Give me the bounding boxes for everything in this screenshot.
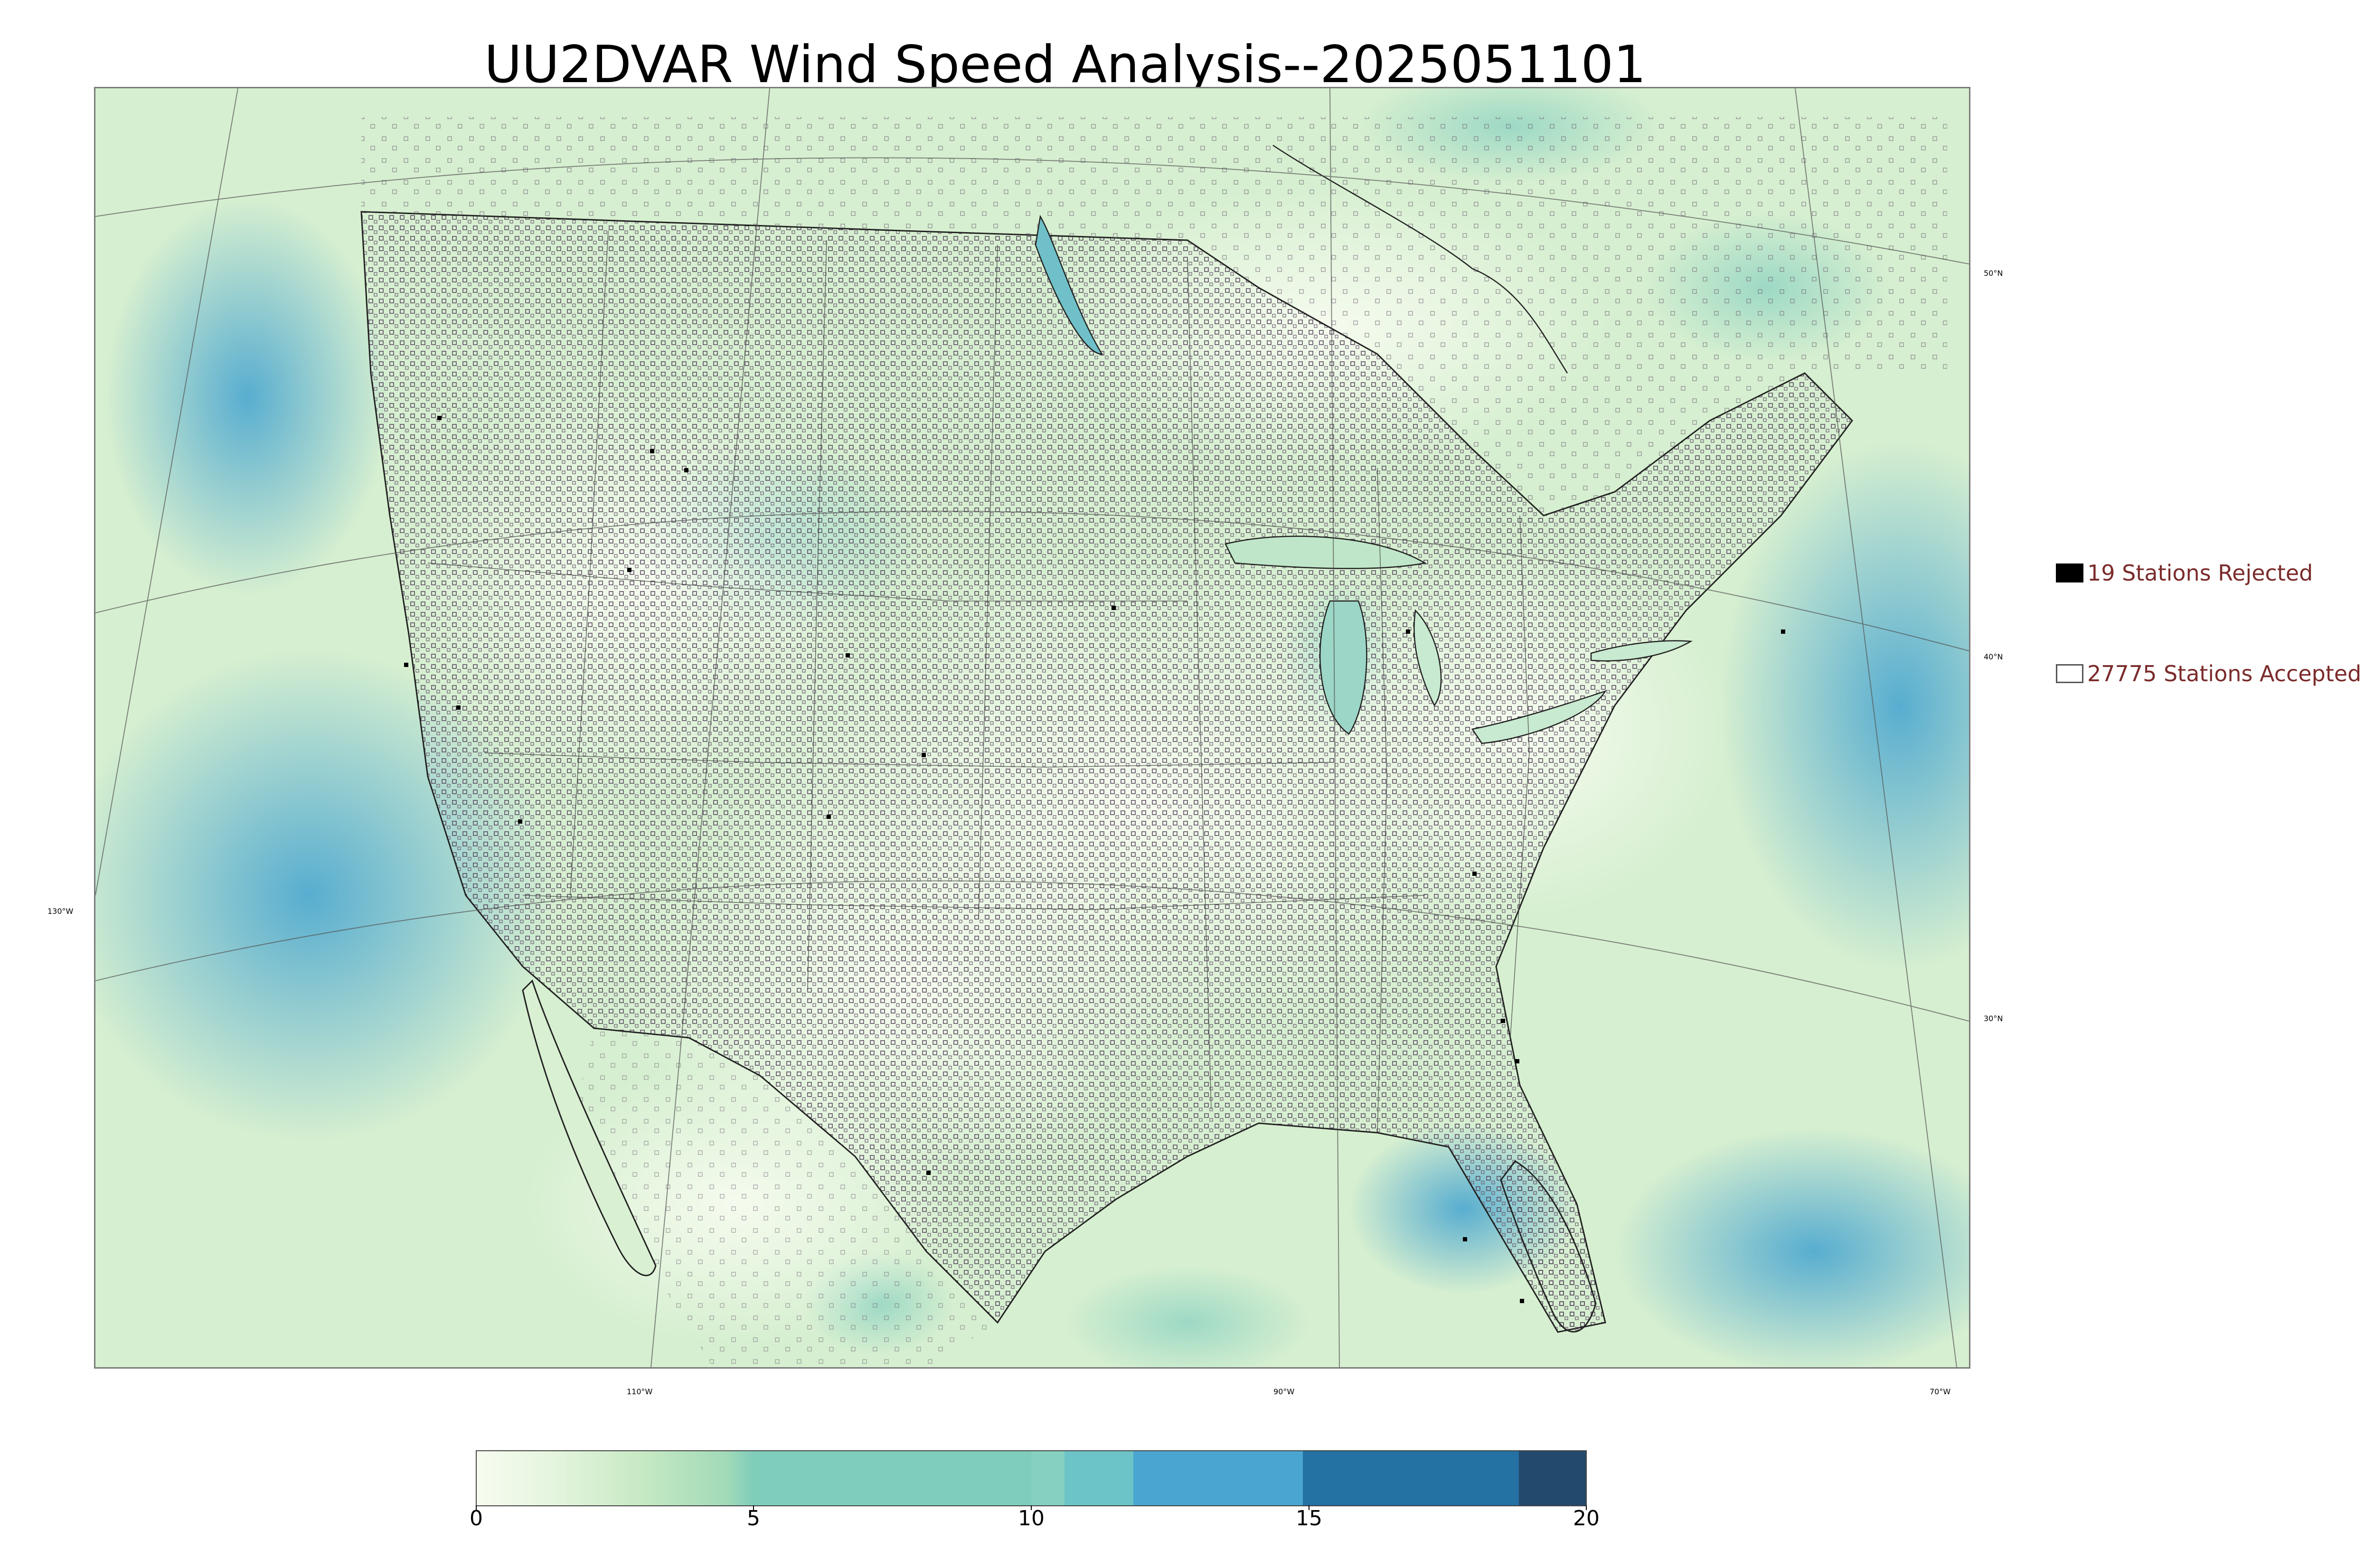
- legend-rejected: 19 Stations Rejected: [2056, 560, 2313, 586]
- wind-speed-map[interactable]: [94, 87, 1970, 1369]
- colorbar-tick-5: 5: [747, 1506, 760, 1530]
- colorbar-tick-0: 0: [470, 1506, 483, 1530]
- lat-label-30n: 30°N: [1984, 1014, 2003, 1023]
- lon-label-70w: 70°W: [1930, 1387, 1951, 1396]
- colorbar-tick-20: 20: [1573, 1506, 1600, 1530]
- lat-label-50n: 50°N: [1984, 269, 2003, 278]
- lon-label-130w: 130°W: [47, 907, 74, 916]
- colorbar-tickmark: [753, 1505, 754, 1510]
- rejected-stations: [404, 416, 1785, 1303]
- accepted-marker-icon: [2056, 664, 2083, 683]
- colorbar-tick-10: 10: [1018, 1506, 1045, 1530]
- colorbar-tickmark: [1031, 1505, 1032, 1510]
- colorbar-tickmark: [1586, 1505, 1587, 1510]
- colorbar: [476, 1450, 1587, 1506]
- lake-michigan: [1319, 600, 1367, 735]
- lon-label-110w: 110°W: [627, 1387, 653, 1396]
- legend-accepted-label: 27775 Stations Accepted: [2087, 661, 2362, 686]
- lat-label-40n: 40°N: [1984, 652, 2003, 661]
- colorbar-tick-15: 15: [1296, 1506, 1322, 1530]
- baja-california: [522, 979, 657, 1277]
- colorbar-tickmark: [476, 1505, 477, 1510]
- map-title: UU2DVAR Wind Speed Analysis--2025051101: [484, 35, 1646, 94]
- florida: [1500, 1160, 1597, 1333]
- legend-rejected-label: 19 Stations Rejected: [2087, 560, 2313, 586]
- rejected-marker-icon: [2056, 563, 2083, 582]
- legend-accepted: 27775 Stations Accepted: [2056, 661, 2361, 686]
- lake-superior: [1225, 535, 1427, 569]
- lon-label-90w: 90°W: [1273, 1387, 1295, 1396]
